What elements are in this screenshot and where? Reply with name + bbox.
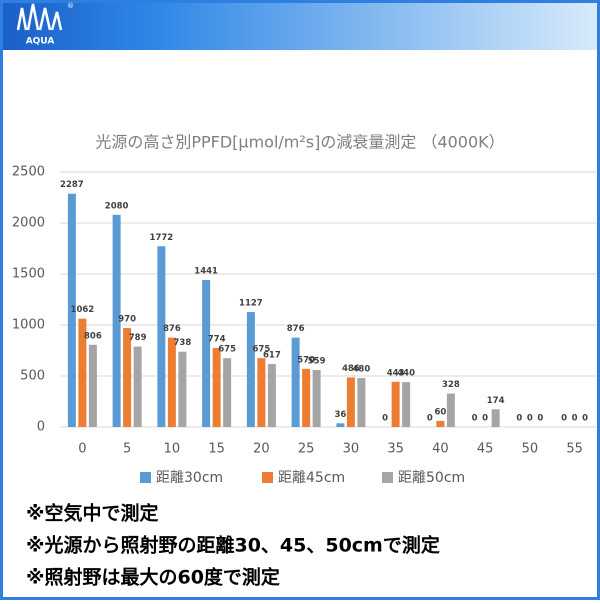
data-label: 806 [84,331,102,341]
bar [391,381,400,427]
data-label: 675 [253,345,271,355]
x-tick-label: 20 [253,442,270,457]
bar [246,312,255,427]
data-label: 440 [397,369,415,379]
data-label: 0 [472,414,478,424]
bar [78,318,87,427]
bar [178,351,187,427]
note: ※光源から照射野の距離30、45、50cmで測定 [26,534,440,557]
data-label: 0 [582,414,588,424]
bar [123,328,132,427]
data-label: 60 [434,407,446,417]
banner [0,0,600,50]
bar [491,409,500,427]
chart-title: 光源の高さ別PPFD[μmol/m²s]の減衰量測定 （4000K） [95,133,504,152]
bar [402,382,411,427]
data-label: 970 [118,315,136,325]
y-tick-label: 2000 [12,216,45,231]
bar [446,393,455,427]
data-label: 1441 [194,267,218,277]
bar [67,193,76,427]
x-tick-label: 10 [164,442,181,457]
data-label: 738 [174,338,192,348]
data-label: 617 [263,351,281,361]
bar [302,368,311,427]
legend-label: 距離45cm [278,469,345,486]
legend-label: 距離50cm [398,469,465,486]
data-label: 774 [208,335,226,345]
legend-label: 距離30cm [156,469,223,486]
x-tick-label: 30 [343,442,360,457]
bar [291,337,300,427]
data-label: 480 [353,365,371,375]
data-label: 0 [482,414,488,424]
bar [346,377,355,427]
x-tick-label: 35 [387,442,404,457]
notes: ※空気中で測定 ※光源から照射野の距離30、45、50cmで測定 ※照射野は最大の6… [26,502,440,589]
logo: AQUA ® [16,2,74,47]
data-label: 675 [218,345,236,355]
x-tick-label: 45 [477,442,494,457]
data-label: 1062 [71,305,95,315]
x-tick-label: 0 [78,442,86,457]
x-tick-label: 40 [432,442,449,457]
data-label: 0 [561,414,567,424]
x-tick-label: 15 [208,442,225,457]
bar [112,214,121,427]
bar [223,358,232,427]
data-label: 443 [387,368,405,378]
data-label: 0 [427,414,433,424]
data-label: 0 [572,414,578,424]
data-label: 0 [382,414,388,424]
legend-swatch [262,472,273,483]
bar [202,280,211,427]
y-tick-label: 500 [20,369,45,384]
data-label: 486 [342,364,360,374]
x-tick-label: 50 [522,442,539,457]
data-label: 876 [163,324,181,334]
y-tick-label: 1500 [12,267,45,282]
bar [357,378,366,427]
logo-icon [16,3,63,31]
data-label: 0 [516,414,522,424]
bar [157,246,166,427]
note: ※空気中で測定 [26,502,158,525]
data-label: 1772 [150,233,174,243]
y-tick-label: 2500 [12,165,45,180]
data-label: 0 [527,414,533,424]
data-label: 876 [287,324,305,334]
data-label: 570 [297,355,315,365]
legend-swatch [382,472,393,483]
data-label: 174 [487,396,505,406]
bar [88,344,97,427]
logo-mark: ® [67,2,74,10]
data-label: 1127 [239,299,263,309]
y-tick-label: 1000 [12,318,45,333]
bar [257,358,266,427]
bar [133,346,142,427]
note: ※照射野は最大の60度で測定 [26,566,280,589]
data-label: 2287 [60,180,84,190]
logo-text: AQUA [26,37,55,47]
data-label: 789 [129,333,147,343]
data-label: 2080 [105,201,129,211]
bar [267,364,276,427]
x-tick-label: 55 [566,442,583,457]
y-tick-label: 0 [37,420,45,435]
bar [336,423,345,427]
x-tick-label: 5 [123,442,131,457]
bar [212,348,221,427]
data-label: 328 [442,380,460,390]
bar [312,369,321,427]
data-label: 36 [334,410,346,420]
data-label: 559 [308,356,326,366]
x-tick-label: 25 [298,442,315,457]
bar [436,420,445,427]
data-label: 0 [537,414,543,424]
legend-swatch [140,472,151,483]
bar [167,337,176,427]
